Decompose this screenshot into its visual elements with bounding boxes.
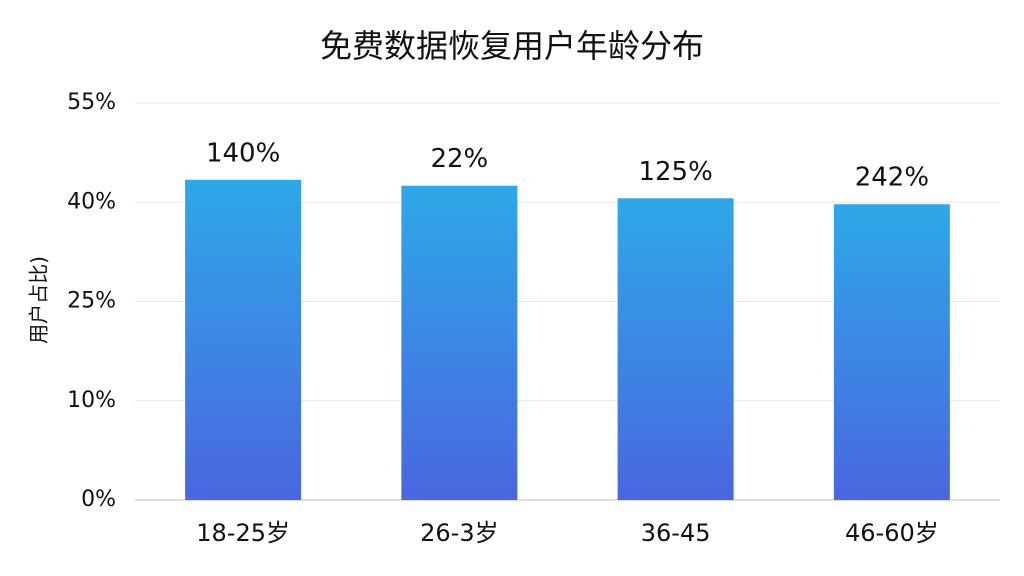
y-tick-label: 25% [67,289,116,314]
bar [185,179,302,500]
y-tick-label: 10% [67,388,116,413]
annotation: 22% [430,144,488,174]
y-tick-label: 55% [67,90,116,115]
x-tick-label: 36-45 [641,519,711,547]
y-tick-label: 40% [67,189,116,214]
bar [401,185,518,501]
x-tick-label: 26-3岁 [420,519,498,547]
x-tick-label: 18-25岁 [196,519,290,547]
x-tick-label: 46-60岁 [845,519,939,547]
annotation: 125% [638,157,712,187]
y-tick-label: 0% [81,487,116,512]
annotation: 242% [855,163,929,193]
bar [617,198,734,500]
chart-title: 免费数据恢复用户年龄分布 [320,27,704,65]
bar [833,204,950,501]
annotation: 140% [206,138,280,168]
y-axis-title: 用户占比) [27,256,51,344]
